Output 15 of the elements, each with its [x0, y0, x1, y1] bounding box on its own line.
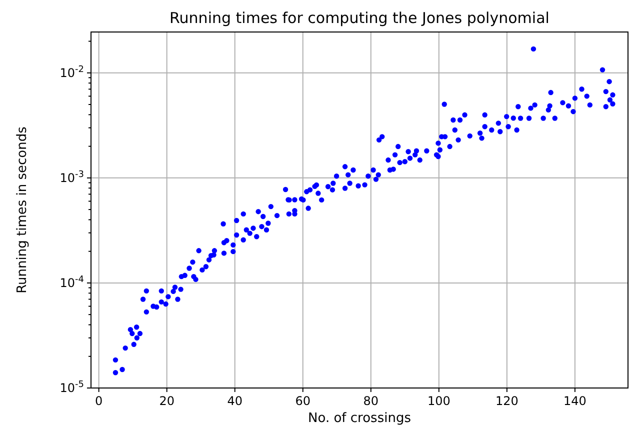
- x-tick-label: 140: [563, 394, 586, 408]
- x-tick-label: 40: [227, 394, 242, 408]
- y-tick-label: 10$^{-2}$: [60, 64, 84, 80]
- y-tick-label: 10$^{-3}$: [60, 170, 84, 185]
- chart-title: Running times for computing the Jones polynomial: [170, 9, 550, 27]
- x-tick-label: 20: [159, 394, 174, 408]
- x-tick-label: 60: [295, 394, 311, 408]
- x-axis-title: No. of crossings: [308, 411, 412, 426]
- y-tick-label: 10$^{-5}$: [60, 380, 84, 395]
- x-tick-label: 120: [495, 394, 518, 408]
- x-tick-label: 0: [95, 394, 103, 408]
- y-axis-title: Running times in seconds: [15, 126, 30, 294]
- y-tick-label: 10$^{-4}$: [60, 274, 84, 290]
- x-tick-label: 80: [363, 394, 379, 408]
- x-tick-label: 100: [427, 394, 450, 408]
